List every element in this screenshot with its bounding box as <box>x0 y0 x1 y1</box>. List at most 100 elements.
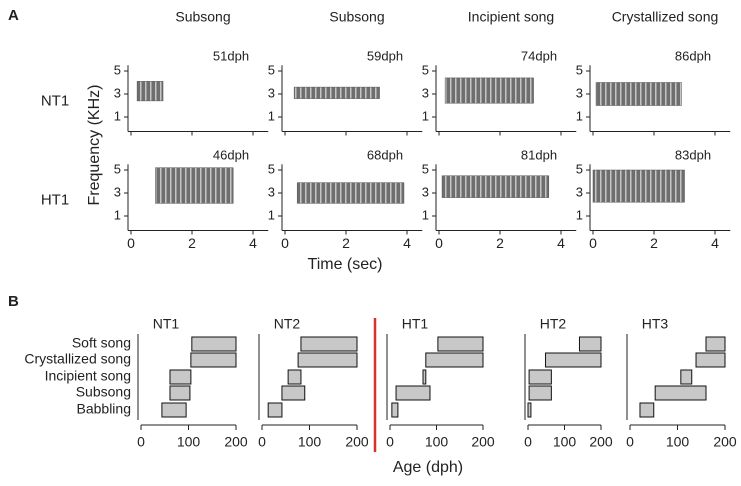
range-bar <box>695 352 726 368</box>
range-bar <box>169 385 191 401</box>
chart-title: HT3 <box>642 316 669 332</box>
y-axis-title: Frequency (KHz) <box>86 85 103 206</box>
x-tick-label: 0 <box>589 235 597 251</box>
row-label: HT1 <box>41 191 69 208</box>
stage-label: Crystallized song <box>24 351 131 367</box>
x-tick-label: 200 <box>224 434 248 450</box>
x-axis-title: Time (sec) <box>308 256 383 273</box>
range-bar <box>654 385 707 401</box>
song-spectrogram <box>595 82 682 106</box>
y-tick-label: 5 <box>114 62 121 77</box>
y-tick-label: 5 <box>268 161 275 176</box>
age-label: 74dph <box>521 49 557 64</box>
y-tick-label: 3 <box>576 184 583 199</box>
column-title: Crystallized song <box>612 9 719 25</box>
x-tick-label: 100 <box>177 434 201 450</box>
y-tick-label: 3 <box>268 184 275 199</box>
y-tick-label: 5 <box>114 161 121 176</box>
song-spectrogram <box>296 182 405 204</box>
x-tick-label: 100 <box>298 434 322 450</box>
y-tick-label: 1 <box>268 207 275 222</box>
range-bar <box>161 402 187 418</box>
column-title: Incipient song <box>468 9 554 25</box>
range-bar <box>287 369 302 385</box>
row-label: NT1 <box>41 92 69 109</box>
chart-title: HT2 <box>540 316 567 332</box>
column-title: Subsong <box>329 9 384 25</box>
x-tick-label: 0 <box>386 434 394 450</box>
stage-label: Babbling <box>77 401 132 417</box>
y-tick-label: 1 <box>114 207 121 222</box>
y-tick-label: 3 <box>114 184 121 199</box>
range-bar <box>639 402 655 418</box>
range-bar <box>300 336 358 352</box>
chart-title: NT1 <box>153 316 180 332</box>
range-bar <box>528 385 552 401</box>
range-bar <box>191 336 237 352</box>
y-tick-label: 1 <box>114 108 121 123</box>
range-bar <box>680 369 693 385</box>
y-tick-label: 1 <box>422 207 429 222</box>
age-label: 83dph <box>675 148 711 163</box>
y-tick-label: 3 <box>114 85 121 100</box>
y-tick-label: 3 <box>422 184 429 199</box>
x-tick-label: 200 <box>589 434 613 450</box>
panel-label: A <box>8 7 19 24</box>
x-tick-label: 200 <box>471 434 495 450</box>
range-bar <box>528 369 552 385</box>
x-tick-label: 0 <box>258 434 266 450</box>
y-tick-label: 3 <box>268 85 275 100</box>
x-tick-label: 200 <box>713 434 737 450</box>
range-bar <box>527 402 532 418</box>
y-tick-label: 5 <box>268 62 275 77</box>
range-bar <box>391 402 399 418</box>
x-tick-label: 100 <box>666 434 690 450</box>
range-bar <box>297 352 358 368</box>
range-bar <box>437 336 484 352</box>
x-tick-label: 0 <box>524 434 532 450</box>
x-tick-label: 2 <box>342 235 350 251</box>
age-label: 81dph <box>521 148 557 163</box>
range-bar <box>578 336 602 352</box>
range-bar <box>267 402 283 418</box>
song-spectrogram <box>444 77 534 104</box>
range-bar <box>425 352 484 368</box>
song-spectrogram <box>136 81 164 102</box>
stage-label: Incipient song <box>45 368 131 384</box>
y-tick-label: 1 <box>422 108 429 123</box>
x-tick-label: 0 <box>137 434 145 450</box>
age-label: 86dph <box>675 49 711 64</box>
x-tick-label: 2 <box>650 235 658 251</box>
y-tick-label: 5 <box>422 62 429 77</box>
song-spectrogram <box>592 169 685 203</box>
x-tick-label: 4 <box>711 235 719 251</box>
y-tick-label: 1 <box>268 108 275 123</box>
song-spectrogram <box>441 175 550 198</box>
x-tick-label: 4 <box>557 235 565 251</box>
x-tick-label: 100 <box>553 434 577 450</box>
range-bar <box>705 336 726 352</box>
y-tick-label: 5 <box>576 62 583 77</box>
age-label: 51dph <box>213 49 249 64</box>
y-tick-label: 1 <box>576 207 583 222</box>
y-tick-label: 5 <box>576 161 583 176</box>
range-bar <box>422 369 427 385</box>
x-tick-label: 0 <box>435 235 443 251</box>
y-tick-label: 3 <box>422 85 429 100</box>
x-tick-label: 2 <box>496 235 504 251</box>
chart-title: HT1 <box>402 316 429 332</box>
x-tick-label: 0 <box>281 235 289 251</box>
stage-label: Subsong <box>76 384 131 400</box>
x-tick-label: 2 <box>188 235 196 251</box>
x-axis-title: Age (dph) <box>393 459 463 476</box>
age-label: 59dph <box>367 49 403 64</box>
y-tick-label: 1 <box>576 108 583 123</box>
range-bar <box>545 352 602 368</box>
column-title: Subsong <box>175 9 230 25</box>
range-bar <box>190 352 237 368</box>
y-tick-label: 5 <box>422 161 429 176</box>
x-tick-label: 4 <box>403 235 411 251</box>
chart-title: NT2 <box>274 316 301 332</box>
y-tick-label: 3 <box>576 85 583 100</box>
